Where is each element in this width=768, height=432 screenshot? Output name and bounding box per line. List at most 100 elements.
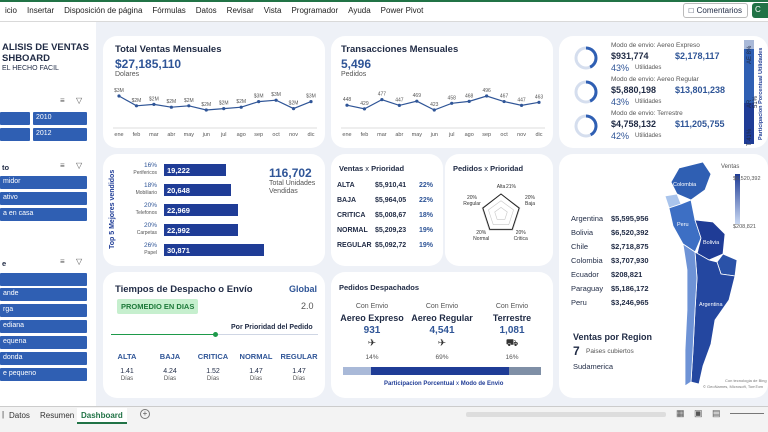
ribbon-tab-programador[interactable]: Programador (291, 6, 339, 15)
add-sheet-icon[interactable]: + (140, 409, 150, 419)
dispatched-share-caption-b: Modo de Envio (460, 381, 504, 387)
x-tick-label: may (184, 132, 195, 138)
map-region-chile[interactable] (682, 243, 698, 387)
share-label-t: T 41% (747, 128, 753, 146)
dispatch-priority-days: 1.52 (206, 368, 220, 375)
dispatch-priority-days: 1.41 (120, 368, 134, 375)
dispatch-mode-percent: 69% (435, 354, 449, 361)
transactions-title: Transacciones Mensuales (341, 44, 459, 55)
map-region-colombia[interactable] (670, 161, 712, 201)
category-percent: 16% (143, 162, 157, 169)
share-segment (343, 367, 371, 375)
series-line (346, 95, 540, 111)
size-slicer-item[interactable]: donda (0, 352, 87, 365)
dispatched-orders-title: Pedidos Despachados (339, 283, 420, 292)
ribbon-tab-insertar[interactable]: Insertar (27, 6, 55, 15)
year-slicer-item-blank-2[interactable] (0, 128, 30, 141)
category-bar: 19,222 (164, 164, 227, 176)
x-tick-label: jul (448, 132, 455, 138)
category-name: Mobiliario (135, 190, 157, 196)
data-label: $3M (254, 94, 264, 100)
priority-name: BAJA (337, 197, 357, 204)
radar-axis-label: Normal (473, 236, 489, 242)
sales-priority-card: Ventas x Prioridad ALTA $5,910,41 22% BAJA $… (331, 154, 443, 266)
series-point (152, 102, 156, 106)
south-america-map[interactable]: Colombia Peru Bolivia Argentina (655, 160, 765, 392)
priority-name: REGULAR (337, 242, 372, 249)
orders-priority-title-a: Pedidos (453, 164, 483, 173)
category-percent: 20% (143, 202, 157, 209)
year-slicer-item-blank[interactable] (0, 112, 30, 125)
top5-total-value: 116,702 (269, 166, 312, 180)
shipping-mode-util-label: Utilidades (635, 133, 662, 139)
size-slicer-item-blank[interactable] (0, 273, 87, 286)
clear-filter-icon[interactable]: ▽ (76, 161, 83, 170)
dashboard-subtitle: EL HECHO FACIL (2, 65, 59, 72)
donut-fill (574, 114, 598, 138)
region-country-name: Colombia (571, 256, 603, 265)
dispatch-mode-caption: Con Envio (355, 303, 389, 310)
series-point (537, 100, 541, 104)
size-slicer-item[interactable]: e pequeno (0, 368, 87, 381)
page-layout-icon[interactable]: ▣ (694, 408, 703, 418)
region-map-card: Colombia Peru Bolivia Argentina Ventas $… (559, 154, 768, 398)
share-button[interactable]: C (752, 3, 768, 18)
category-bar: 20,648 (164, 184, 231, 196)
x-tick-label: feb (361, 132, 369, 138)
multiselect-icon[interactable]: ≡ (60, 257, 65, 266)
ribbon-tab-ayuda[interactable]: Ayuda (348, 6, 371, 15)
data-label: $2M (149, 96, 159, 102)
sheet-tab-dashboard[interactable]: Dashboard (77, 408, 127, 424)
data-label: 496 (482, 88, 491, 94)
clear-filter-icon[interactable]: ▽ (76, 96, 83, 105)
monthly-sales-title: Total Ventas Mensuales (115, 44, 222, 55)
comments-button[interactable]: □ Comentarios (682, 3, 748, 18)
dispatch-time-title: Tiempos de Despacho o Envío (115, 284, 253, 295)
segment-slicer-item[interactable]: ativo (0, 192, 87, 205)
category-percent: 20% (143, 222, 157, 229)
top5-axis-label: Top 5 Mejores vendidos (109, 169, 116, 249)
normal-view-icon[interactable]: ▦ (676, 408, 685, 418)
year-slicer-item-2012[interactable]: 2012 (33, 128, 87, 141)
category-bar: 22,992 (164, 224, 239, 236)
priority-sales: $5,910,41 (375, 182, 407, 189)
comments-label: Comentarios (696, 6, 742, 15)
radar-axis-label: Critica (514, 236, 528, 242)
size-slicer-item[interactable]: equena (0, 336, 87, 349)
dispatch-priority-name: CRITICA (197, 352, 229, 361)
x-tick-label: nov (517, 132, 526, 138)
multiselect-icon[interactable]: ≡ (60, 96, 65, 105)
clear-filter-icon[interactable]: ▽ (76, 257, 83, 266)
ribbon-tab-vista[interactable]: Vista (263, 6, 282, 15)
left-panel: ALISIS DE VENTAS SHBOARD EL HECHO FACIL … (0, 22, 96, 406)
sheet-tab-datos[interactable]: Datos (9, 411, 30, 420)
region-country-sales: $3,707,930 (611, 256, 649, 265)
size-slicer-item[interactable]: ande (0, 288, 87, 301)
multiselect-icon[interactable]: ≡ (60, 161, 65, 170)
ribbon-tab-revisar[interactable]: Revisar (226, 6, 254, 15)
ribbon-tab-formulas[interactable]: Fórmulas (152, 6, 186, 15)
data-label: $2M (289, 101, 299, 107)
data-label: $3M (271, 92, 281, 98)
sheet-tab-ellipsis[interactable]: | (2, 410, 5, 419)
ribbon-tab-datos[interactable]: Datos (195, 6, 217, 15)
segment-slicer-item[interactable]: midor (0, 176, 87, 189)
series-point (345, 103, 349, 107)
category-bar: 22,969 (164, 204, 239, 216)
priority-percent: 22% (419, 182, 434, 189)
ribbon-tab-disposicion[interactable]: Disposición de página (64, 6, 143, 15)
map-region-bolivia[interactable] (694, 219, 726, 261)
segment-slicer-item[interactable]: a en casa (0, 208, 87, 221)
year-slicer-item-2010[interactable]: 2010 (33, 112, 87, 125)
horizontal-scrollbar[interactable] (466, 412, 666, 417)
ribbon-tab-power-pivot[interactable]: Power Pivot (380, 6, 424, 15)
zoom-slider[interactable] (730, 413, 764, 414)
sheet-tab-resumen[interactable]: Resumen (40, 411, 75, 420)
size-slicer-item[interactable]: rga (0, 304, 87, 317)
page-break-icon[interactable]: ▤ (712, 408, 721, 418)
series-point (291, 107, 296, 111)
series-point (117, 94, 121, 98)
priority-percent: 19% (419, 242, 434, 249)
size-slicer-item[interactable]: ediana (0, 320, 87, 333)
ribbon-tab-inicio[interactable]: icio (5, 6, 18, 15)
